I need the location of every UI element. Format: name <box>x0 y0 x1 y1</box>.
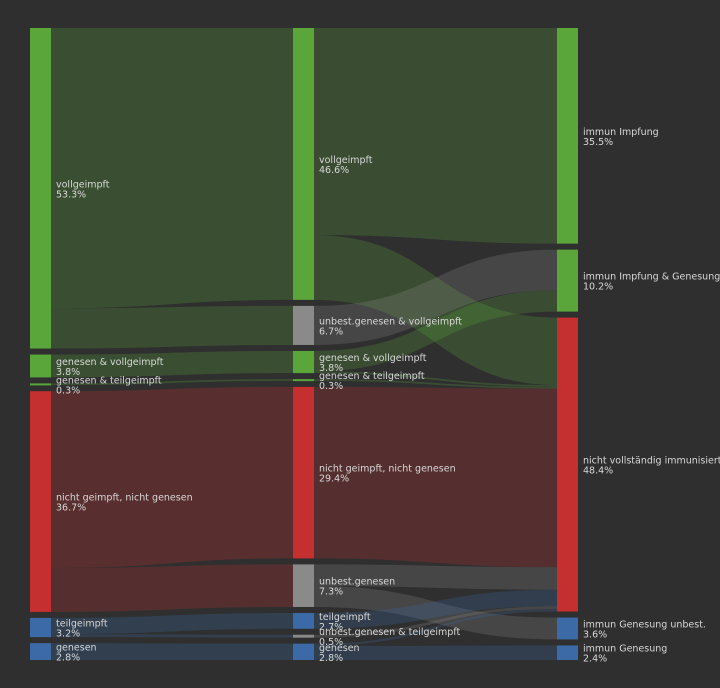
node-label-genesen-teilgeimpft: genesen & teilgeimpft <box>56 375 162 386</box>
link-genesen-to-immun-genesung[interactable] <box>314 645 557 660</box>
link-unbest-genesen-to-immun-genesung-unbest[interactable] <box>314 585 557 640</box>
node-label-genesen-teilgeimpft: genesen & teilgeimpft <box>319 371 425 382</box>
node-genesen-teilgeimpft[interactable] <box>30 383 51 386</box>
node-nicht-vollstandig-immunisiert[interactable] <box>557 317 578 612</box>
node-value-unbest-genesen-vollgeimpft: 6.7% <box>319 326 343 337</box>
link-genesen-to-genesen[interactable] <box>51 643 293 660</box>
node-immun-genesung-unbest[interactable] <box>557 617 578 640</box>
node-label-nicht-vollstandig-immunisiert: nicht vollständig immunisiert <box>583 456 720 467</box>
node-value-immun-impfung: 35.5% <box>583 137 613 148</box>
node-value-nicht-vollstandig-immunisiert: 48.4% <box>583 466 613 477</box>
link-teilgeimpft-to-teilgeimpft[interactable] <box>51 612 293 635</box>
node-teilgeimpft[interactable] <box>30 617 51 638</box>
node-teilgeimpft[interactable] <box>293 612 314 629</box>
node-value-genesen-vollgeimpft: 3.8% <box>319 363 343 374</box>
link-genesen-vollgeimpft-to-immun-impfung-genesung[interactable] <box>314 290 557 372</box>
link-genesen-to-nicht-vollstandig-immunisiert[interactable] <box>314 609 557 646</box>
node-label-unbest-genesen: unbest.genesen <box>319 577 395 588</box>
link-genesen-vollgeimpft-to-genesen-vollgeimpft[interactable] <box>51 350 293 378</box>
node-genesen[interactable] <box>30 643 51 660</box>
node-genesen-vollgeimpft[interactable] <box>293 350 314 374</box>
node-unbest-genesen-teilgeimpft[interactable] <box>293 634 314 638</box>
node-vollgeimpft[interactable] <box>293 28 314 300</box>
node-label-teilgeimpft: teilgeimpft <box>56 619 108 630</box>
node-value-nicht-geimpft-nicht-genesen: 36.7% <box>56 503 86 514</box>
link-vollgeimpft-to-unbest-genesen-vollgeimpft[interactable] <box>51 305 293 349</box>
node-genesen-vollgeimpft[interactable] <box>30 354 51 378</box>
node-value-vollgeimpft: 46.6% <box>319 165 349 176</box>
node-label-immun-genesung: immun Genesung <box>583 644 667 655</box>
link-teilgeimpft-to-nicht-vollstandig-immunisiert[interactable] <box>314 589 557 629</box>
link-genesen-teilgeimpft-to-genesen-teilgeimpft[interactable] <box>51 379 293 386</box>
link-vollgeimpft-to-immun-impfung[interactable] <box>314 28 557 244</box>
node-label-vollgeimpft: vollgeimpft <box>319 155 373 166</box>
node-nicht-geimpft-nicht-genesen[interactable] <box>30 391 51 612</box>
link-unbest-genesen-to-nicht-vollstandig-immunisiert[interactable] <box>314 564 557 590</box>
link-nicht-geimpft-nicht-genesen-to-unbest-genesen[interactable] <box>51 564 293 612</box>
node-value-genesen-teilgeimpft: 0.3% <box>56 385 80 396</box>
node-label-genesen-vollgeimpft: genesen & vollgeimpft <box>56 357 164 368</box>
node-genesen-teilgeimpft[interactable] <box>293 379 314 382</box>
node-immun-impfung-genesung[interactable] <box>557 249 578 312</box>
node-label-nicht-geimpft-nicht-genesen: nicht geimpft, nicht genesen <box>319 464 456 475</box>
node-label-genesen-vollgeimpft: genesen & vollgeimpft <box>319 353 427 364</box>
node-value-nicht-geimpft-nicht-genesen: 29.4% <box>319 474 349 485</box>
node-genesen[interactable] <box>293 643 314 660</box>
link-genesen-vollgeimpft-to-nicht-vollstandig-immunisiert[interactable] <box>314 371 557 387</box>
node-value-teilgeimpft: 3.2% <box>56 629 80 640</box>
node-value-genesen: 2.8% <box>56 653 80 664</box>
node-label-nicht-geimpft-nicht-genesen: nicht geimpft, nicht genesen <box>56 493 193 504</box>
node-label-immun-genesung-unbest: immun Genesung unbest. <box>583 619 706 630</box>
link-nicht-geimpft-nicht-genesen-to-nicht-vollstandig-immunisiert[interactable] <box>314 386 557 568</box>
node-label-unbest-genesen-vollgeimpft: unbest.genesen & vollgeimpft <box>319 316 462 327</box>
link-teilgeimpft-to-unbest-genesen-teilgeimpft[interactable] <box>51 634 293 638</box>
link-vollgeimpft-to-nicht-vollstandig-immunisiert[interactable] <box>314 235 557 385</box>
node-label-teilgeimpft: teilgeimpft <box>319 612 371 623</box>
node-value-immun-genesung-unbest: 3.6% <box>583 629 607 640</box>
link-unbest-genesen-teilgeimpft-to-nicht-vollstandig-immunisiert[interactable] <box>314 606 557 638</box>
node-label-immun-impfung-genesung: immun Impfung & Genesung <box>583 272 720 283</box>
node-label-vollgeimpft: vollgeimpft <box>56 179 110 190</box>
node-immun-impfung[interactable] <box>557 28 578 244</box>
node-label-immun-impfung: immun Impfung <box>583 127 659 138</box>
node-label-genesen: genesen <box>319 643 360 654</box>
node-value-genesen-teilgeimpft: 0.3% <box>319 381 343 392</box>
node-value-immun-impfung-genesung: 10.2% <box>583 282 613 293</box>
node-value-unbest-genesen: 7.3% <box>319 587 343 598</box>
node-value-teilgeimpft: 2.7% <box>319 622 343 633</box>
node-nicht-geimpft-nicht-genesen[interactable] <box>293 386 314 559</box>
node-unbest-genesen-vollgeimpft[interactable] <box>293 305 314 345</box>
node-value-genesen-vollgeimpft: 3.8% <box>56 367 80 378</box>
node-vollgeimpft[interactable] <box>30 28 51 349</box>
node-value-unbest-genesen-teilgeimpft: 0.5% <box>319 637 343 648</box>
link-vollgeimpft-to-vollgeimpft[interactable] <box>51 28 293 309</box>
link-unbest-genesen-vollgeimpft-to-immun-impfung-genesung[interactable] <box>314 249 557 345</box>
sankey-nodes <box>30 28 578 660</box>
node-value-genesen: 2.8% <box>319 653 343 664</box>
link-genesen-teilgeimpft-to-nicht-vollstandig-immunisiert[interactable] <box>314 379 557 389</box>
sankey-links <box>51 28 557 660</box>
node-immun-genesung[interactable] <box>557 645 578 660</box>
node-value-immun-genesung: 2.4% <box>583 654 607 665</box>
node-label-genesen: genesen <box>56 643 97 654</box>
node-value-vollgeimpft: 53.3% <box>56 189 86 200</box>
node-label-unbest-genesen-teilgeimpft: unbest.genesen & teilgeimpft <box>319 627 460 638</box>
link-nicht-geimpft-nicht-genesen-to-nicht-geimpft-nicht-genesen[interactable] <box>51 386 293 569</box>
node-unbest-genesen[interactable] <box>293 564 314 607</box>
